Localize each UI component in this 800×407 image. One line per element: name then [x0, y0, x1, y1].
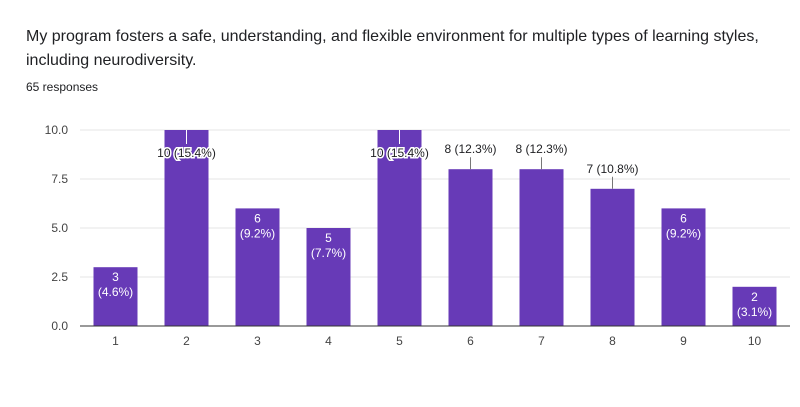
bar	[519, 169, 564, 326]
bar	[377, 130, 422, 326]
x-tick-label: 8	[609, 334, 616, 348]
bar	[590, 188, 635, 326]
x-tick-label: 3	[254, 334, 261, 348]
data-label: 6 (9.2%)	[240, 211, 275, 240]
question-title: My program fosters a safe, understanding…	[26, 28, 759, 69]
y-tick-label: 10.0	[45, 123, 69, 137]
data-label: 7 (10.8%)	[586, 162, 638, 176]
data-label: 10 (15.4%)	[370, 146, 429, 160]
data-label: 8 (12.3%)	[515, 142, 567, 156]
y-tick-label: 0.0	[51, 319, 68, 333]
bar	[93, 267, 138, 326]
x-tick-label: 1	[112, 334, 119, 348]
bar	[235, 208, 280, 326]
data-label: 3 (4.6%)	[98, 270, 133, 299]
bar	[306, 228, 351, 326]
data-label: 10 (15.4%)	[157, 146, 216, 160]
x-tick-label: 7	[538, 334, 545, 348]
y-tick-label: 7.5	[51, 172, 68, 186]
bar	[164, 130, 209, 326]
x-tick-label: 5	[396, 334, 403, 348]
x-tick-label: 9	[680, 334, 687, 348]
y-tick-label: 5.0	[51, 221, 68, 235]
data-label: 6 (9.2%)	[666, 211, 701, 240]
data-label: 8 (12.3%)	[444, 142, 496, 156]
data-label: 5 (7.7%)	[311, 231, 346, 260]
x-tick-label: 4	[325, 334, 332, 348]
bar	[732, 286, 777, 326]
bar	[661, 208, 706, 326]
x-tick-label: 6	[467, 334, 474, 348]
bar	[448, 169, 493, 326]
x-tick-label: 2	[183, 334, 190, 348]
y-tick-label: 2.5	[51, 270, 68, 284]
response-count: 65 responses	[26, 80, 99, 94]
x-tick-label: 10	[748, 334, 762, 348]
data-label: 2 (3.1%)	[737, 290, 772, 319]
